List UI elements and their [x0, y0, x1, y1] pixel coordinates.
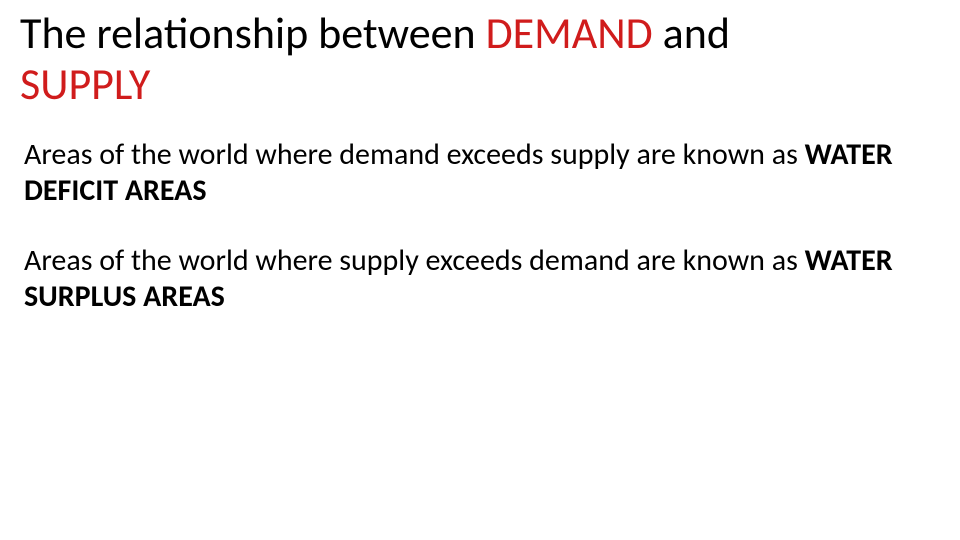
title-seg-1: DEMAND: [486, 6, 663, 60]
paragraph-0-seg-0: Areas of the world where demand exceeds …: [24, 136, 805, 173]
paragraph-0: Areas of the world where demand exceeds …: [20, 137, 940, 209]
paragraph-1-seg-0: Areas of the world where supply exceeds …: [24, 242, 805, 279]
slide: The relationship between DEMAND and SUPP…: [0, 0, 960, 540]
title-seg-3: SUPPLY: [20, 57, 150, 111]
paragraph-1: Areas of the world where supply exceeds …: [20, 243, 940, 315]
title-seg-0: The relationship between: [20, 6, 486, 60]
slide-title: The relationship between DEMAND and SUPP…: [20, 8, 940, 109]
title-seg-2: and: [663, 6, 740, 60]
